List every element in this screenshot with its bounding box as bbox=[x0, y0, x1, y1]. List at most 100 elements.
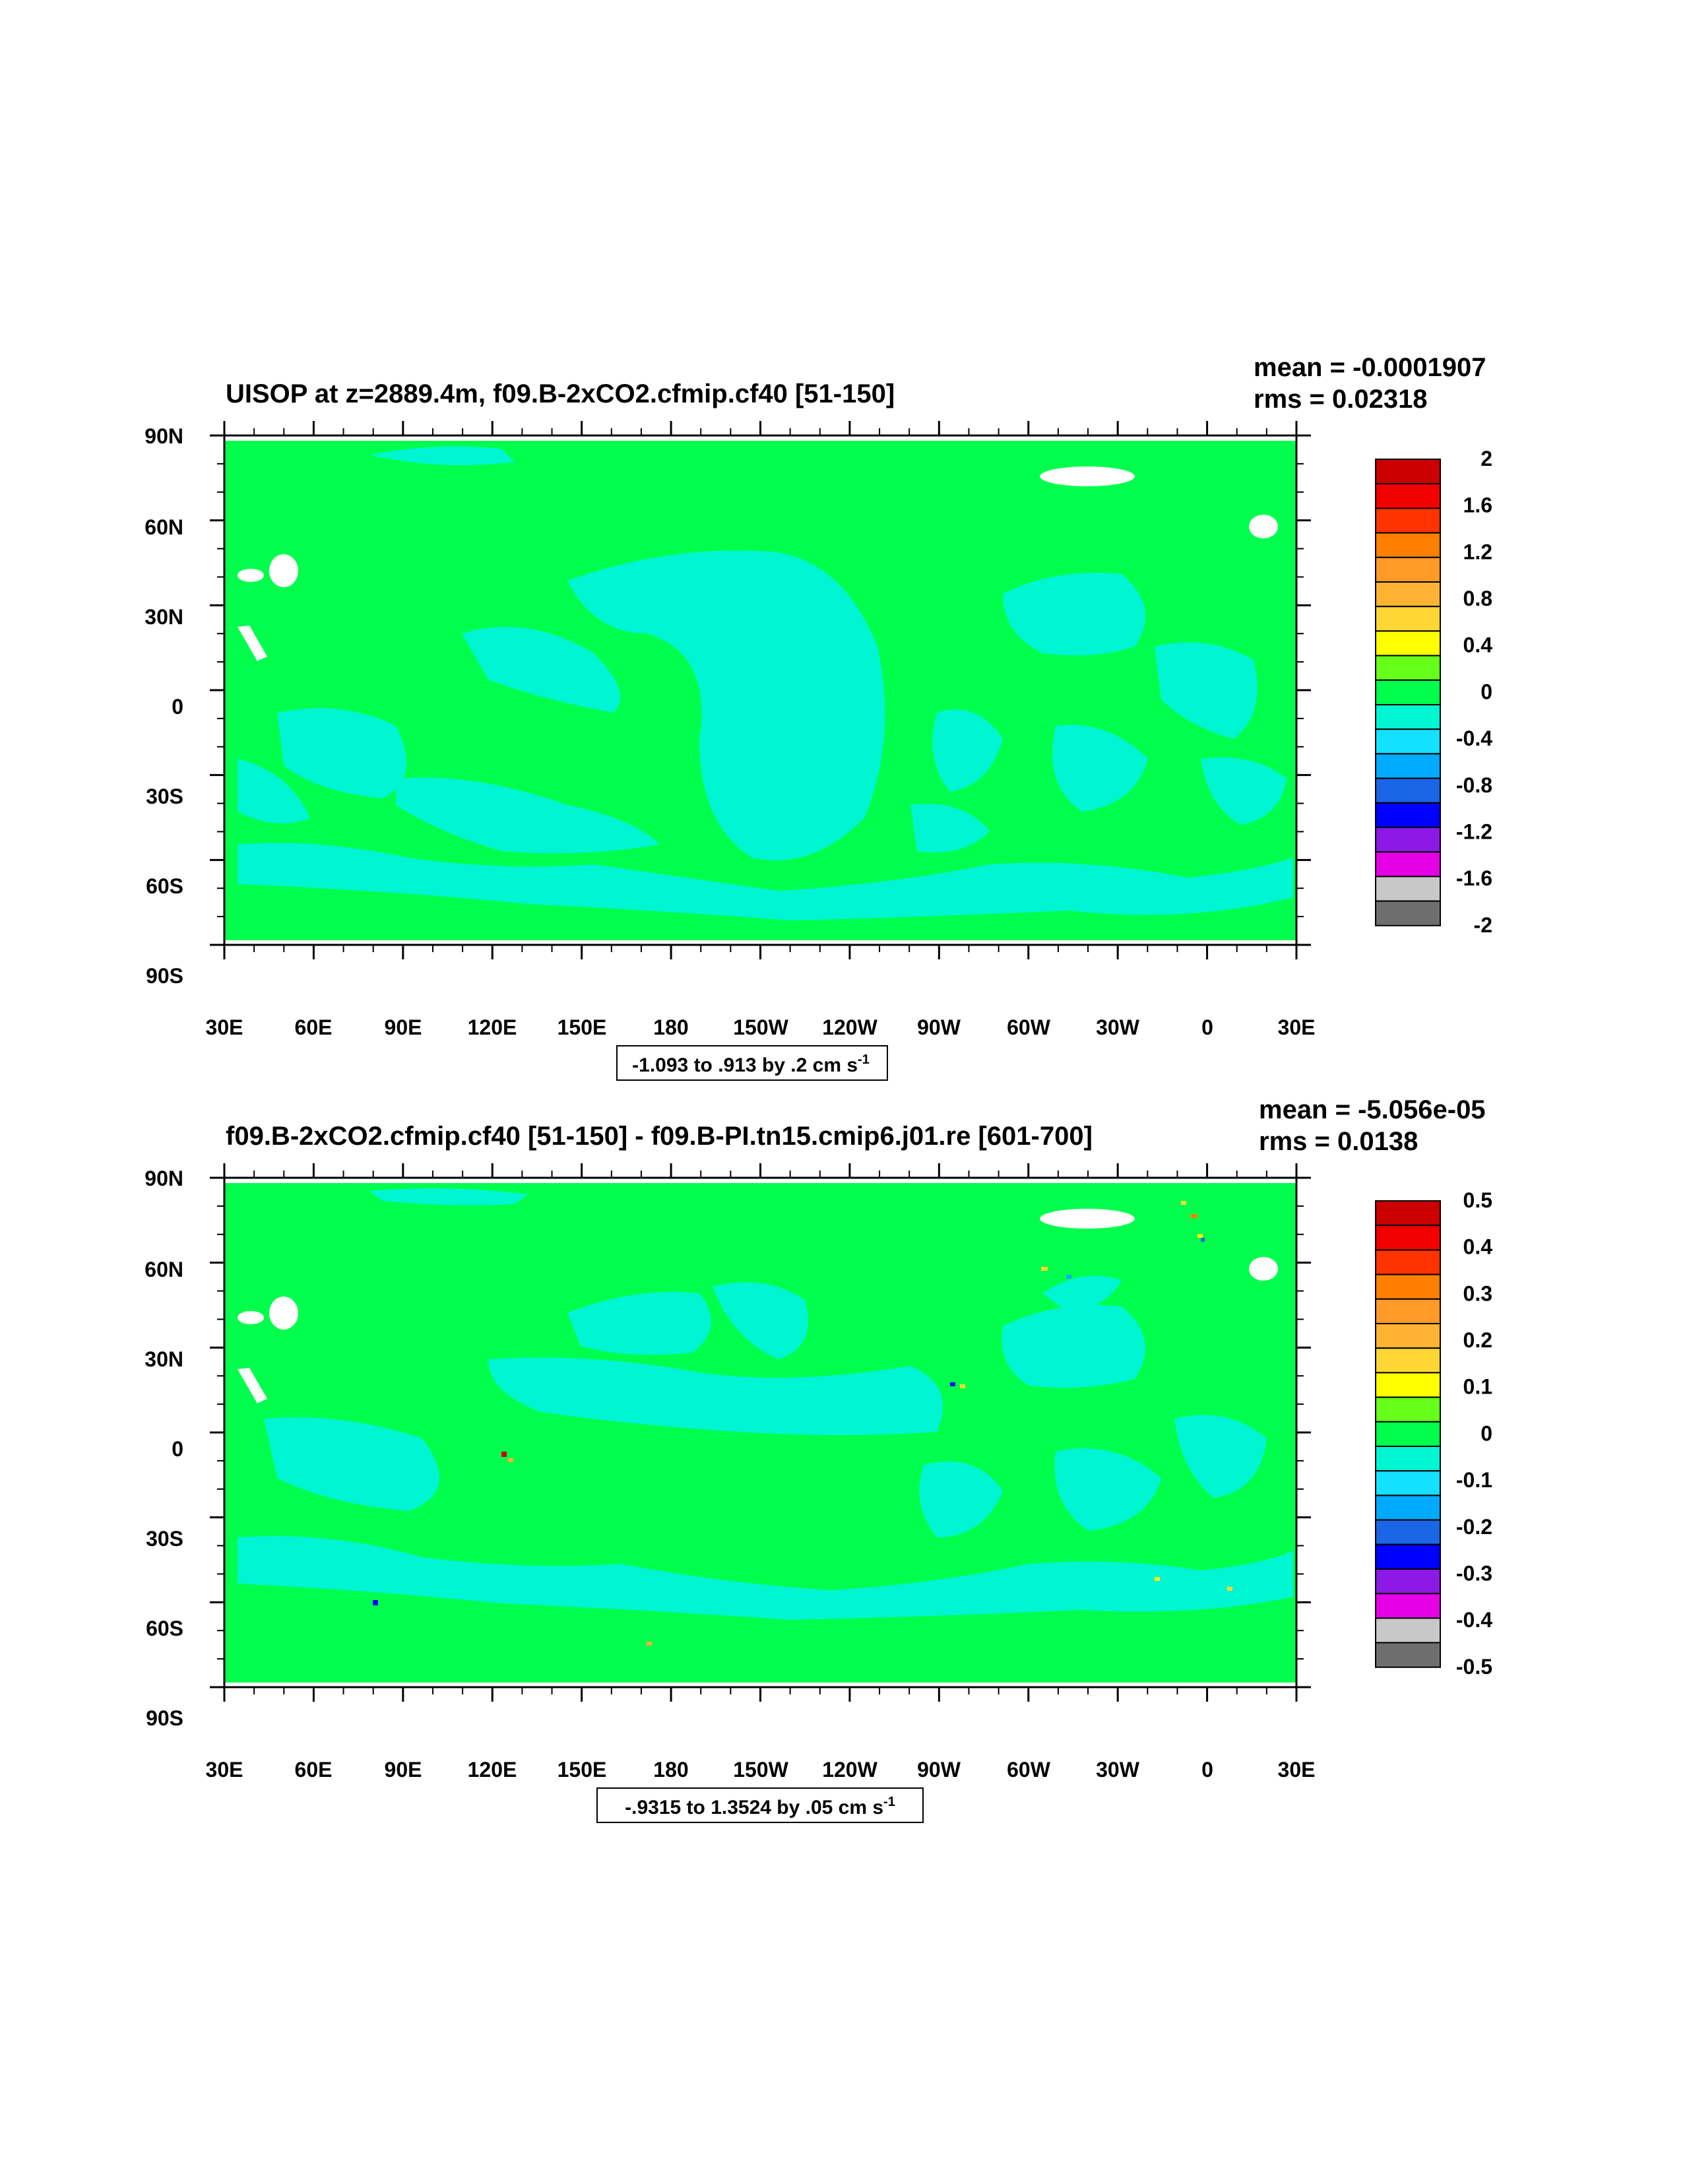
panel-1-title: UISOP at z=2889.4m, f09.B-2xCO2.cfmip.cf… bbox=[226, 379, 895, 408]
panel-2-colorbar: 0.5 0.4 0.3 0.2 0.1 0 -0.1 -0.2 -0.3 -0.4 -0.5 bbox=[1375, 1188, 1493, 1679]
colorbar-swatch bbox=[1375, 851, 1441, 878]
x-tick-label: 150E bbox=[558, 1758, 607, 1782]
colorbar-swatch bbox=[1375, 876, 1441, 902]
colorbar-swatch bbox=[1375, 679, 1441, 706]
colorbar-label: -0.5 bbox=[1456, 1655, 1492, 1679]
y-tick-label: 30S bbox=[146, 785, 183, 808]
panel-2-axis-ticks bbox=[210, 1163, 1311, 1702]
x-tick-label: 150W bbox=[733, 1758, 788, 1782]
x-tick-label: 30E bbox=[206, 1758, 243, 1782]
colorbar-swatch bbox=[1375, 704, 1441, 730]
colorbar-swatch bbox=[1375, 827, 1441, 853]
colorbar-label: -0.3 bbox=[1456, 1561, 1492, 1585]
colorbar-label: -0.1 bbox=[1456, 1468, 1492, 1492]
x-tick-label: 180 bbox=[653, 1015, 688, 1039]
panel-1-contour-info-text: -1.093 to .913 by .2 cm s-1 bbox=[632, 1052, 870, 1076]
x-tick-label: 30W bbox=[1096, 1758, 1140, 1782]
colorbar-swatch bbox=[1375, 459, 1441, 485]
panel-1-colorbar: 2 1.6 1.2 0.8 0.4 0 -0.4 -0.8 -1.2 -1.6 -2 bbox=[1375, 447, 1493, 937]
colorbar-swatch bbox=[1375, 1642, 1441, 1668]
colorbar-label: -0.2 bbox=[1456, 1515, 1492, 1539]
y-tick-label: 30N bbox=[144, 605, 183, 629]
colorbar-label: 0 bbox=[1481, 1421, 1492, 1445]
panel-2-data-field bbox=[224, 1183, 1296, 1683]
colorbar-label: 0.4 bbox=[1463, 633, 1493, 657]
colorbar-swatch bbox=[1375, 1347, 1441, 1374]
x-tick-label: 30E bbox=[206, 1015, 243, 1039]
x-tick-label: 90E bbox=[385, 1015, 422, 1039]
panel-2-missing-data bbox=[238, 1209, 1278, 1403]
colorbar-label: -1.2 bbox=[1456, 819, 1492, 843]
colorbar-label: 2 bbox=[1481, 447, 1492, 470]
y-tick-label: 90S bbox=[146, 1706, 183, 1730]
colorbar-swatch bbox=[1375, 1225, 1441, 1251]
y-tick-label: 30N bbox=[144, 1347, 183, 1371]
x-tick-label: 120W bbox=[822, 1758, 877, 1782]
panel-1-contour-info-box: -1.093 to .913 by .2 cm s-1 bbox=[616, 1045, 888, 1081]
panel-1: UISOP at z=2889.4m, f09.B-2xCO2.cfmip.cf… bbox=[144, 353, 1493, 1081]
colorbar-label: -0.4 bbox=[1456, 726, 1492, 750]
x-tick-label: 60E bbox=[295, 1015, 333, 1039]
x-tick-label: 90W bbox=[917, 1015, 961, 1039]
colorbar-swatch bbox=[1375, 483, 1441, 509]
colorbar-swatch bbox=[1375, 655, 1441, 681]
colorbar-swatch bbox=[1375, 507, 1441, 534]
y-tick-label: 30S bbox=[146, 1527, 183, 1551]
colorbar-swatch bbox=[1375, 1200, 1441, 1227]
panel-2-map: 90N 60N 30N 0 30S 60S 90S 30E 60E 90E 12… bbox=[144, 1163, 1315, 1782]
x-tick-label: 30E bbox=[1278, 1015, 1316, 1039]
colorbar-swatch bbox=[1375, 532, 1441, 558]
colorbar-swatch bbox=[1375, 1421, 1441, 1448]
x-tick-label: 120E bbox=[468, 1758, 517, 1782]
y-tick-label: 60N bbox=[144, 515, 183, 539]
panel-2: f09.B-2xCO2.cfmip.cf40 [51-150] - f09.B-… bbox=[144, 1095, 1493, 1823]
y-tick-label: 90N bbox=[144, 424, 183, 448]
panel-1-contour-info-main: -1.093 to .913 by .2 cm s bbox=[632, 1054, 858, 1076]
colorbar-label: 0.1 bbox=[1463, 1375, 1492, 1399]
panel-1-mean: mean = -0.0001907 bbox=[1254, 353, 1486, 382]
colorbar-label: -2 bbox=[1474, 913, 1492, 937]
panel-1-axis-ticks bbox=[210, 421, 1311, 959]
panel-2-anomaly-speckles bbox=[373, 1201, 1232, 1646]
colorbar-swatch bbox=[1375, 581, 1441, 608]
x-tick-label: 30E bbox=[1278, 1758, 1316, 1782]
colorbar-label: 1.6 bbox=[1463, 494, 1492, 517]
panel-1-rms: rms = 0.02318 bbox=[1254, 385, 1428, 414]
colorbar-swatch bbox=[1375, 1273, 1441, 1300]
panel-2-y-tick-labels: 90N 60N 30N 0 30S 60S 90S bbox=[144, 1167, 183, 1730]
y-tick-label: 60S bbox=[146, 874, 183, 898]
colorbar-swatch bbox=[1375, 728, 1441, 755]
y-tick-label: 60S bbox=[146, 1617, 183, 1640]
colorbar-swatch bbox=[1375, 1519, 1441, 1545]
colorbar-swatch bbox=[1375, 1372, 1441, 1398]
colorbar-swatch bbox=[1375, 753, 1441, 779]
x-tick-label: 120E bbox=[468, 1015, 517, 1039]
colorbar-label: 0.4 bbox=[1463, 1235, 1493, 1259]
x-tick-label: 0 bbox=[1201, 1015, 1213, 1039]
y-tick-label: 0 bbox=[172, 695, 183, 719]
x-tick-label: 180 bbox=[653, 1758, 688, 1782]
x-tick-label: 120W bbox=[822, 1015, 877, 1039]
panel-1-data-field bbox=[224, 441, 1296, 940]
colorbar-swatch bbox=[1375, 1593, 1441, 1619]
x-tick-label: 30W bbox=[1096, 1015, 1140, 1039]
panel-2-contour-info-border bbox=[596, 1787, 924, 1823]
panel-1-y-tick-labels: 90N 60N 30N 0 30S 60S 90S bbox=[144, 424, 183, 988]
colorbar-swatch bbox=[1375, 1298, 1441, 1325]
colorbar-swatch bbox=[1375, 630, 1441, 657]
colorbar-swatch bbox=[1375, 1470, 1441, 1496]
colorbar-swatch bbox=[1375, 777, 1441, 804]
colorbar-swatch bbox=[1375, 1323, 1441, 1349]
panel-2-ocean-negative-patches bbox=[238, 1188, 1293, 1620]
colorbar-label: -0.8 bbox=[1456, 773, 1492, 797]
panel-1-ocean-negative-patches bbox=[238, 446, 1293, 920]
colorbar-label: -1.6 bbox=[1456, 866, 1492, 890]
colorbar-label: -0.4 bbox=[1456, 1608, 1492, 1632]
y-tick-label: 60N bbox=[144, 1258, 183, 1281]
x-tick-label: 60E bbox=[295, 1758, 333, 1782]
colorbar-swatch bbox=[1375, 1617, 1441, 1644]
x-tick-label: 60W bbox=[1007, 1015, 1051, 1039]
colorbar-label: 1.2 bbox=[1463, 540, 1492, 563]
x-tick-label: 90W bbox=[917, 1758, 961, 1782]
